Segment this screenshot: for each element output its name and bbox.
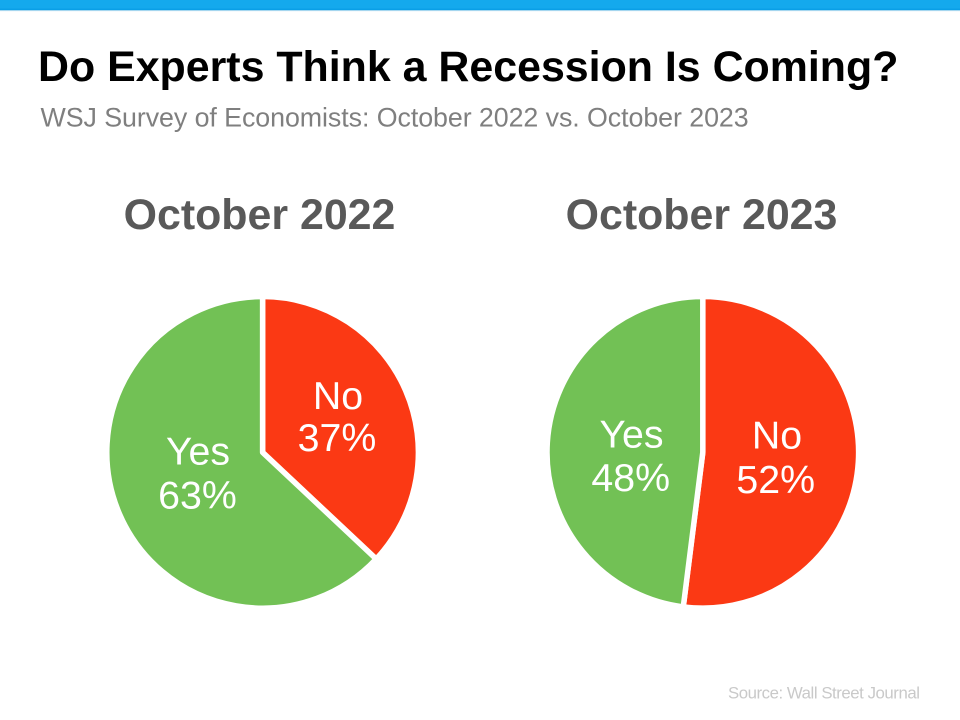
svg-text:October 2022: October 2022 bbox=[124, 191, 396, 239]
svg-text:Source: Wall Street Journal: Source: Wall Street Journal bbox=[728, 684, 920, 703]
svg-text:37%: 37% bbox=[298, 416, 377, 460]
svg-text:Do Experts Think a Recession I: Do Experts Think a Recession Is Coming? bbox=[38, 43, 898, 91]
svg-text:63%: 63% bbox=[158, 474, 237, 518]
svg-text:No: No bbox=[313, 374, 363, 418]
svg-text:No: No bbox=[752, 414, 802, 458]
svg-text:52%: 52% bbox=[736, 458, 815, 502]
svg-text:WSJ Survey of Economists: Octo: WSJ Survey of Economists: October 2022 v… bbox=[41, 103, 749, 133]
svg-text:48%: 48% bbox=[591, 456, 670, 500]
svg-text:October 2023: October 2023 bbox=[566, 191, 838, 239]
svg-text:Yes: Yes bbox=[166, 429, 230, 473]
svg-text:Yes: Yes bbox=[599, 412, 663, 456]
